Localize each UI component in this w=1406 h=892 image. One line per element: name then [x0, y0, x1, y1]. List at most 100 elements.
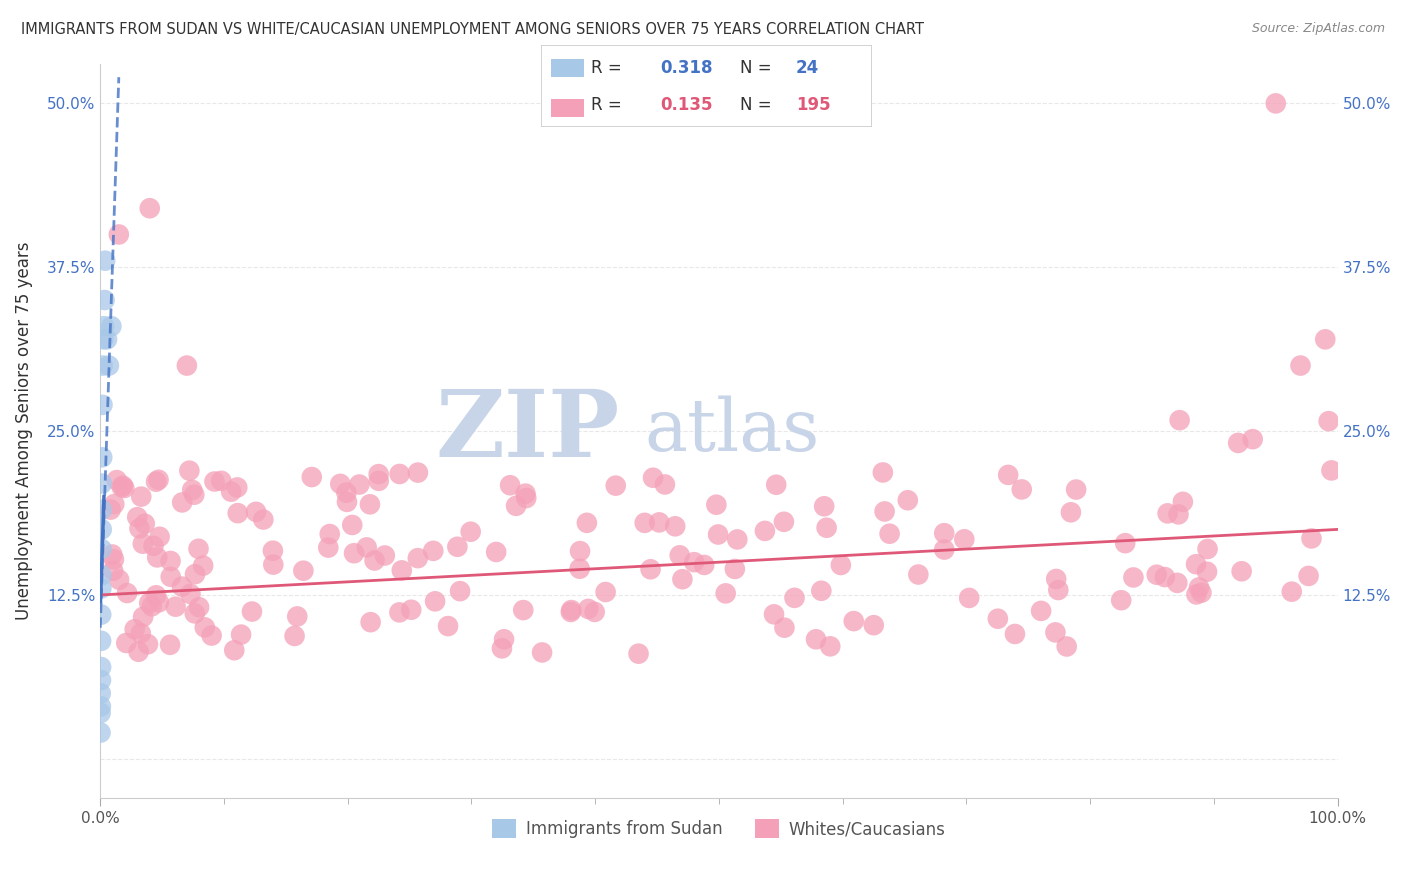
Point [111, 478, 134, 492]
Point [763, 607, 786, 622]
Text: R =: R = [591, 95, 627, 113]
Point [897, 493, 920, 508]
Point [93, 293, 115, 307]
Text: atlas: atlas [645, 396, 820, 467]
Point [229, 627, 252, 641]
Point [101, 564, 124, 578]
Point [170, 580, 193, 594]
Point [515, 491, 537, 505]
Point [907, 567, 929, 582]
Point [335, 485, 357, 500]
Point [423, 594, 446, 608]
Point [1045, 625, 1067, 640]
Point [1298, 569, 1320, 583]
Point [499, 478, 522, 492]
Point [159, 638, 181, 652]
Point [446, 540, 468, 554]
Point [391, 563, 413, 577]
Point [773, 621, 796, 635]
Point [820, 640, 842, 654]
Point [1241, 432, 1264, 446]
Point [90, 582, 112, 596]
Point [329, 476, 352, 491]
Point [115, 586, 138, 600]
Point [90, 523, 112, 537]
Point [693, 558, 716, 572]
Point [1153, 570, 1175, 584]
Point [1197, 541, 1219, 556]
Point [804, 632, 827, 647]
Point [1230, 564, 1253, 578]
Point [1317, 414, 1340, 428]
Point [560, 605, 582, 619]
Point [204, 475, 226, 489]
Point [184, 607, 207, 621]
Point [595, 585, 617, 599]
Point [105, 473, 128, 487]
Point [1047, 582, 1070, 597]
Point [359, 497, 381, 511]
Point [128, 521, 150, 535]
Text: N =: N = [740, 59, 776, 77]
Point [1227, 436, 1250, 450]
Point [108, 227, 131, 242]
Point [226, 506, 249, 520]
Point [91, 450, 114, 465]
Point [184, 567, 207, 582]
Point [568, 562, 591, 576]
Point [93, 332, 115, 346]
Point [187, 541, 209, 556]
Point [725, 533, 748, 547]
Point [560, 603, 582, 617]
Point [103, 497, 125, 511]
Point [349, 477, 371, 491]
Point [1281, 584, 1303, 599]
Point [1171, 495, 1194, 509]
Text: 0.135: 0.135 [661, 95, 713, 113]
Point [149, 530, 172, 544]
Text: 195: 195 [796, 95, 831, 113]
Point [90, 542, 112, 557]
Point [1064, 483, 1087, 497]
Point [219, 484, 242, 499]
Point [1029, 604, 1052, 618]
Point [842, 614, 865, 628]
Point [583, 605, 606, 619]
Point [491, 641, 513, 656]
Point [957, 591, 980, 605]
Point [934, 542, 956, 557]
Point [449, 584, 471, 599]
Point [783, 591, 806, 605]
Point [93, 319, 115, 334]
Point [141, 599, 163, 614]
Point [91, 359, 114, 373]
Point [704, 498, 727, 512]
Point [124, 622, 146, 636]
Point [374, 549, 396, 563]
Point [815, 521, 838, 535]
Point [159, 570, 181, 584]
Point [640, 562, 662, 576]
Point [90, 660, 112, 674]
Point [100, 502, 122, 516]
Point [1195, 565, 1218, 579]
Point [262, 558, 284, 572]
Point [515, 486, 537, 500]
Point [336, 495, 359, 509]
Text: IMMIGRANTS FROM SUDAN VS WHITE/CAUCASIAN UNEMPLOYMENT AMONG SENIORS OVER 75 YEAR: IMMIGRANTS FROM SUDAN VS WHITE/CAUCASIAN… [21, 22, 924, 37]
Point [90, 673, 112, 688]
Point [492, 632, 515, 647]
Point [1004, 627, 1026, 641]
Point [997, 467, 1019, 482]
Point [115, 636, 138, 650]
Point [90, 633, 112, 648]
Point [872, 466, 894, 480]
Text: Source: ZipAtlas.com: Source: ZipAtlas.com [1251, 22, 1385, 36]
Point [201, 628, 224, 642]
Point [1264, 96, 1286, 111]
Point [605, 478, 627, 492]
Point [363, 553, 385, 567]
Point [165, 599, 187, 614]
Legend: Immigrants from Sudan, Whites/Caucasians: Immigrants from Sudan, Whites/Caucasians [485, 813, 952, 845]
Point [664, 519, 686, 533]
